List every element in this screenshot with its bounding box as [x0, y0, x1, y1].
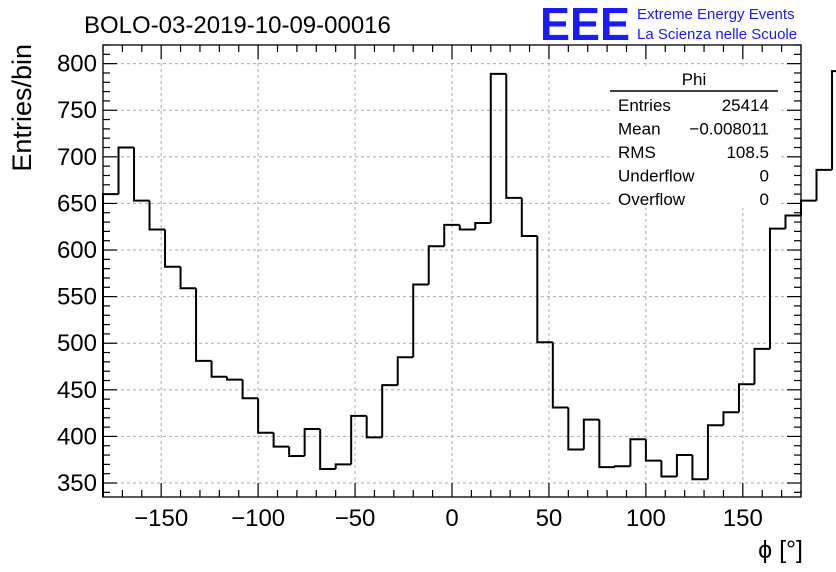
- histogram-bin: [365, 415, 383, 439]
- stats-row-label: Underflow: [618, 167, 695, 186]
- histogram-bin: [582, 418, 600, 450]
- histogram-bin: [334, 463, 352, 470]
- histogram-bin: [179, 266, 197, 290]
- histogram-bin: [133, 147, 150, 202]
- logo-subtitle-line1: Extreme Energy Events: [637, 6, 795, 23]
- histogram-bin: [706, 424, 724, 480]
- stats-title: Phi: [682, 70, 707, 89]
- x-tick-label: 150: [723, 505, 763, 532]
- stats-row-value: 0: [760, 167, 769, 186]
- histogram-bin: [148, 200, 166, 231]
- histogram-bin: [598, 419, 615, 469]
- y-tick-label: 350: [57, 470, 97, 497]
- stats-row-value: 108.5: [726, 143, 769, 162]
- y-tick-label: 400: [57, 423, 97, 450]
- stats-row-label: RMS: [618, 143, 656, 162]
- histogram-bin: [815, 168, 833, 201]
- histogram-bin: [474, 222, 491, 230]
- y-tick-label: 500: [57, 330, 97, 357]
- histogram-bin: [443, 223, 460, 247]
- histogram-bin: [427, 245, 445, 285]
- stats-row-value: −0.008011: [689, 120, 769, 139]
- page-title: BOLO-03-2019-10-09-00016: [84, 12, 391, 39]
- histogram-bin: [117, 146, 135, 195]
- y-tick-label: 700: [57, 144, 97, 171]
- histogram-bin: [675, 454, 693, 477]
- histogram-bin: [412, 283, 429, 358]
- logo-subtitle-line2: La Scienza nelle Scuole: [637, 26, 797, 43]
- stats-row-value: 25414: [722, 96, 769, 115]
- histogram-bin: [753, 347, 770, 385]
- stats-box: Phi Entries 25414 Mean −0.008011 RMS 108.5 Und…: [610, 66, 778, 209]
- histogram-bin: [319, 428, 336, 471]
- histogram-bin: [272, 432, 290, 448]
- y-tick-label: 550: [57, 284, 97, 311]
- histogram-bin: [288, 446, 305, 457]
- histogram-bin: [691, 455, 708, 481]
- eee-logo: EEE: [540, 0, 630, 50]
- tick-labels: −150 −100 −50 0 50 100 150 350 400 450 500 550 600 65…: [57, 51, 763, 532]
- y-axis-label: Entries/bin: [7, 44, 37, 172]
- histogram-bin: [505, 73, 522, 199]
- histogram-bin: [241, 379, 259, 400]
- histogram-bin: [644, 439, 662, 462]
- histogram-bin: [567, 407, 584, 451]
- histogram-bin: [800, 199, 817, 216]
- x-tick-label: −100: [231, 505, 285, 532]
- histogram-bin: [381, 384, 398, 438]
- histogram-bin: [195, 288, 212, 362]
- histogram-bin: [768, 227, 786, 349]
- histogram-bins: [102, 70, 836, 497]
- x-tick-label: −50: [335, 505, 376, 532]
- stats-row-label: Entries: [618, 96, 671, 115]
- y-tick-label: 450: [57, 377, 97, 404]
- histogram-bin: [396, 356, 414, 386]
- x-tick-label: 100: [626, 505, 666, 532]
- histogram-bin: [784, 214, 801, 229]
- histogram-bin: [613, 465, 631, 468]
- histogram-bin: [210, 360, 228, 378]
- histogram-bin: [164, 229, 181, 268]
- histogram-bin: [629, 438, 646, 467]
- histogram-bin: [536, 236, 553, 344]
- histogram-bin: [520, 197, 538, 238]
- histogram-bin: [257, 398, 274, 434]
- stats-row-label: Overflow: [618, 190, 686, 209]
- histogram-bin: [660, 460, 677, 478]
- grid-lines: [103, 45, 801, 497]
- stats-row-label: Mean: [618, 120, 661, 139]
- x-tick-label: 50: [536, 505, 563, 532]
- histogram-bin: [102, 193, 119, 497]
- histogram-bin: [303, 427, 321, 456]
- y-tick-label: 600: [57, 237, 97, 264]
- histogram-bin: [489, 72, 507, 224]
- x-tick-label: 0: [445, 505, 458, 532]
- histogram-bin: [722, 411, 739, 426]
- histogram-bin: [831, 70, 836, 170]
- histogram-bin: [350, 414, 367, 465]
- stats-row-value: 0: [760, 190, 769, 209]
- histogram-bin: [737, 383, 755, 413]
- axis-ticks: [102, 44, 802, 497]
- y-tick-label: 800: [57, 51, 97, 78]
- y-tick-label: 750: [57, 97, 97, 124]
- histogram-bin: [551, 342, 569, 409]
- y-tick-label: 650: [57, 190, 97, 217]
- histogram-bin: [458, 224, 476, 231]
- histogram-bin: [226, 376, 243, 381]
- x-axis-label: ϕ [°]: [758, 536, 803, 564]
- x-tick-label: −150: [134, 505, 188, 532]
